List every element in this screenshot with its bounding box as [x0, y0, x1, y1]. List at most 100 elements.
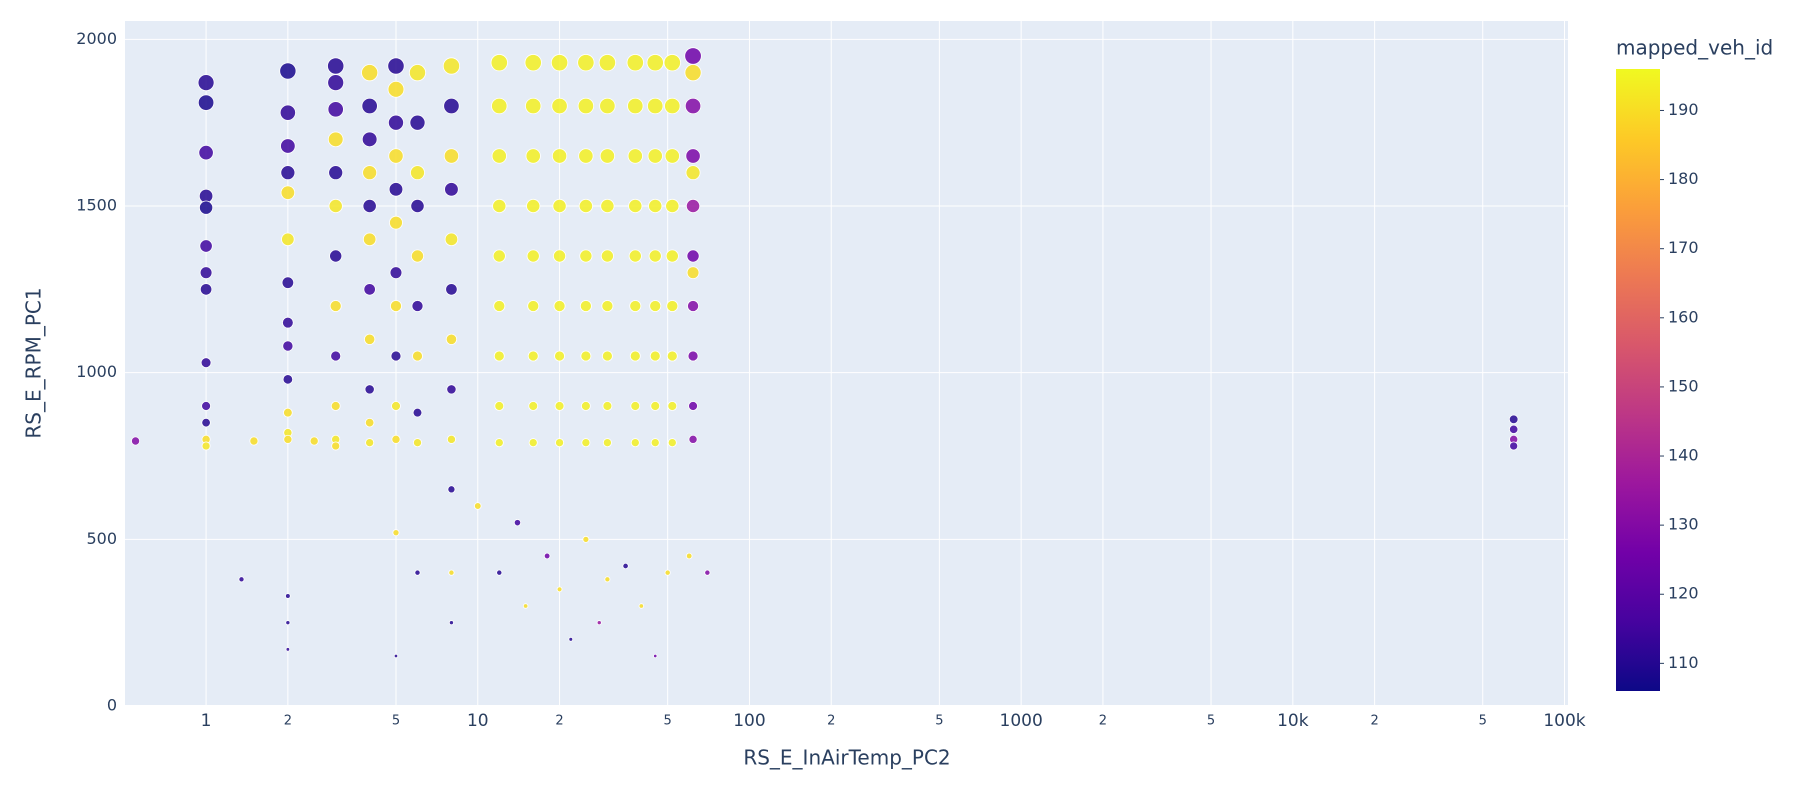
- data-point: [687, 300, 700, 312]
- data-point: [685, 552, 693, 560]
- y-tick-label: 1000: [76, 362, 117, 381]
- data-point: [282, 374, 294, 385]
- data-point: [626, 54, 644, 72]
- data-point: [685, 198, 701, 214]
- data-point: [554, 350, 565, 362]
- colorbar-tick-label: 120: [1668, 584, 1699, 603]
- data-point: [577, 97, 595, 115]
- data-point: [601, 350, 613, 362]
- y-tick-label: 1500: [76, 196, 117, 215]
- data-point: [448, 620, 454, 626]
- colorbar-tick-label: 130: [1668, 515, 1699, 534]
- data-point: [650, 401, 661, 411]
- data-point: [543, 552, 551, 560]
- data-point: [630, 401, 641, 411]
- data-point: [411, 300, 424, 312]
- data-point: [389, 266, 403, 280]
- data-point: [410, 198, 425, 214]
- data-point: [650, 438, 660, 448]
- data-point: [280, 185, 296, 200]
- data-point: [649, 350, 661, 362]
- colorbar: [1616, 69, 1660, 691]
- colorbar-tick-label: 110: [1668, 653, 1699, 672]
- data-point: [528, 401, 539, 411]
- data-point: [494, 401, 505, 411]
- data-point: [363, 283, 376, 296]
- data-point: [410, 249, 425, 263]
- data-point: [598, 54, 617, 72]
- x-tick-label: 2: [1370, 714, 1378, 729]
- data-point: [582, 535, 590, 543]
- data-point: [444, 232, 459, 247]
- data-point: [492, 249, 506, 263]
- data-point: [199, 266, 213, 280]
- data-point: [389, 215, 403, 230]
- data-point: [526, 198, 541, 214]
- data-point: [197, 94, 215, 111]
- x-tick-label: 5: [935, 714, 943, 729]
- x-tick-label: 2: [1099, 714, 1107, 729]
- data-point: [309, 436, 319, 446]
- data-point: [704, 569, 711, 576]
- data-point: [393, 653, 399, 659]
- data-point: [664, 148, 680, 164]
- data-point: [525, 148, 541, 164]
- x-axis-title: RS_E_InAirTemp_PC2: [743, 746, 950, 770]
- data-point: [327, 74, 345, 92]
- plot-area: [125, 21, 1568, 706]
- data-point: [387, 80, 405, 98]
- data-point: [391, 434, 401, 444]
- data-point: [627, 148, 643, 164]
- data-point: [556, 586, 563, 593]
- x-tick-label: 1000: [1000, 711, 1043, 731]
- x-tick-label: 2: [555, 714, 563, 729]
- data-point: [599, 97, 616, 115]
- data-point: [601, 300, 614, 312]
- data-point: [283, 434, 293, 444]
- data-point: [627, 97, 644, 115]
- x-tick-label: 5: [392, 714, 400, 729]
- data-point: [684, 64, 702, 82]
- data-point: [392, 529, 400, 537]
- data-point: [443, 148, 460, 164]
- data-point: [638, 603, 645, 609]
- data-point: [330, 401, 341, 411]
- data-point: [331, 441, 341, 451]
- data-point: [580, 401, 591, 411]
- data-point: [362, 232, 377, 247]
- data-point: [446, 434, 456, 444]
- data-point: [283, 407, 293, 418]
- data-point: [551, 97, 568, 115]
- data-point: [524, 54, 542, 72]
- colorbar-title: mapped_veh_id: [1616, 36, 1773, 60]
- data-point: [578, 198, 593, 214]
- data-point: [550, 54, 569, 72]
- data-point: [527, 300, 540, 312]
- data-point: [577, 54, 595, 72]
- data-point: [238, 576, 245, 583]
- data-point: [473, 502, 482, 510]
- data-point: [528, 438, 538, 448]
- data-point: [494, 438, 504, 448]
- data-point: [663, 54, 681, 72]
- data-point: [647, 148, 663, 164]
- data-point: [282, 316, 294, 329]
- data-point: [201, 441, 211, 451]
- data-point: [442, 57, 461, 75]
- data-point: [685, 148, 701, 164]
- data-point: [554, 401, 565, 411]
- data-point: [391, 401, 401, 411]
- data-point: [629, 350, 641, 362]
- data-point: [329, 300, 342, 312]
- data-point: [249, 436, 259, 446]
- data-point: [490, 54, 508, 72]
- data-point: [492, 198, 507, 214]
- x-tick-label: 10: [467, 711, 489, 731]
- data-point: [665, 198, 680, 214]
- data-point: [280, 165, 296, 181]
- data-point: [493, 350, 505, 362]
- data-point: [328, 165, 344, 181]
- data-point: [362, 198, 377, 214]
